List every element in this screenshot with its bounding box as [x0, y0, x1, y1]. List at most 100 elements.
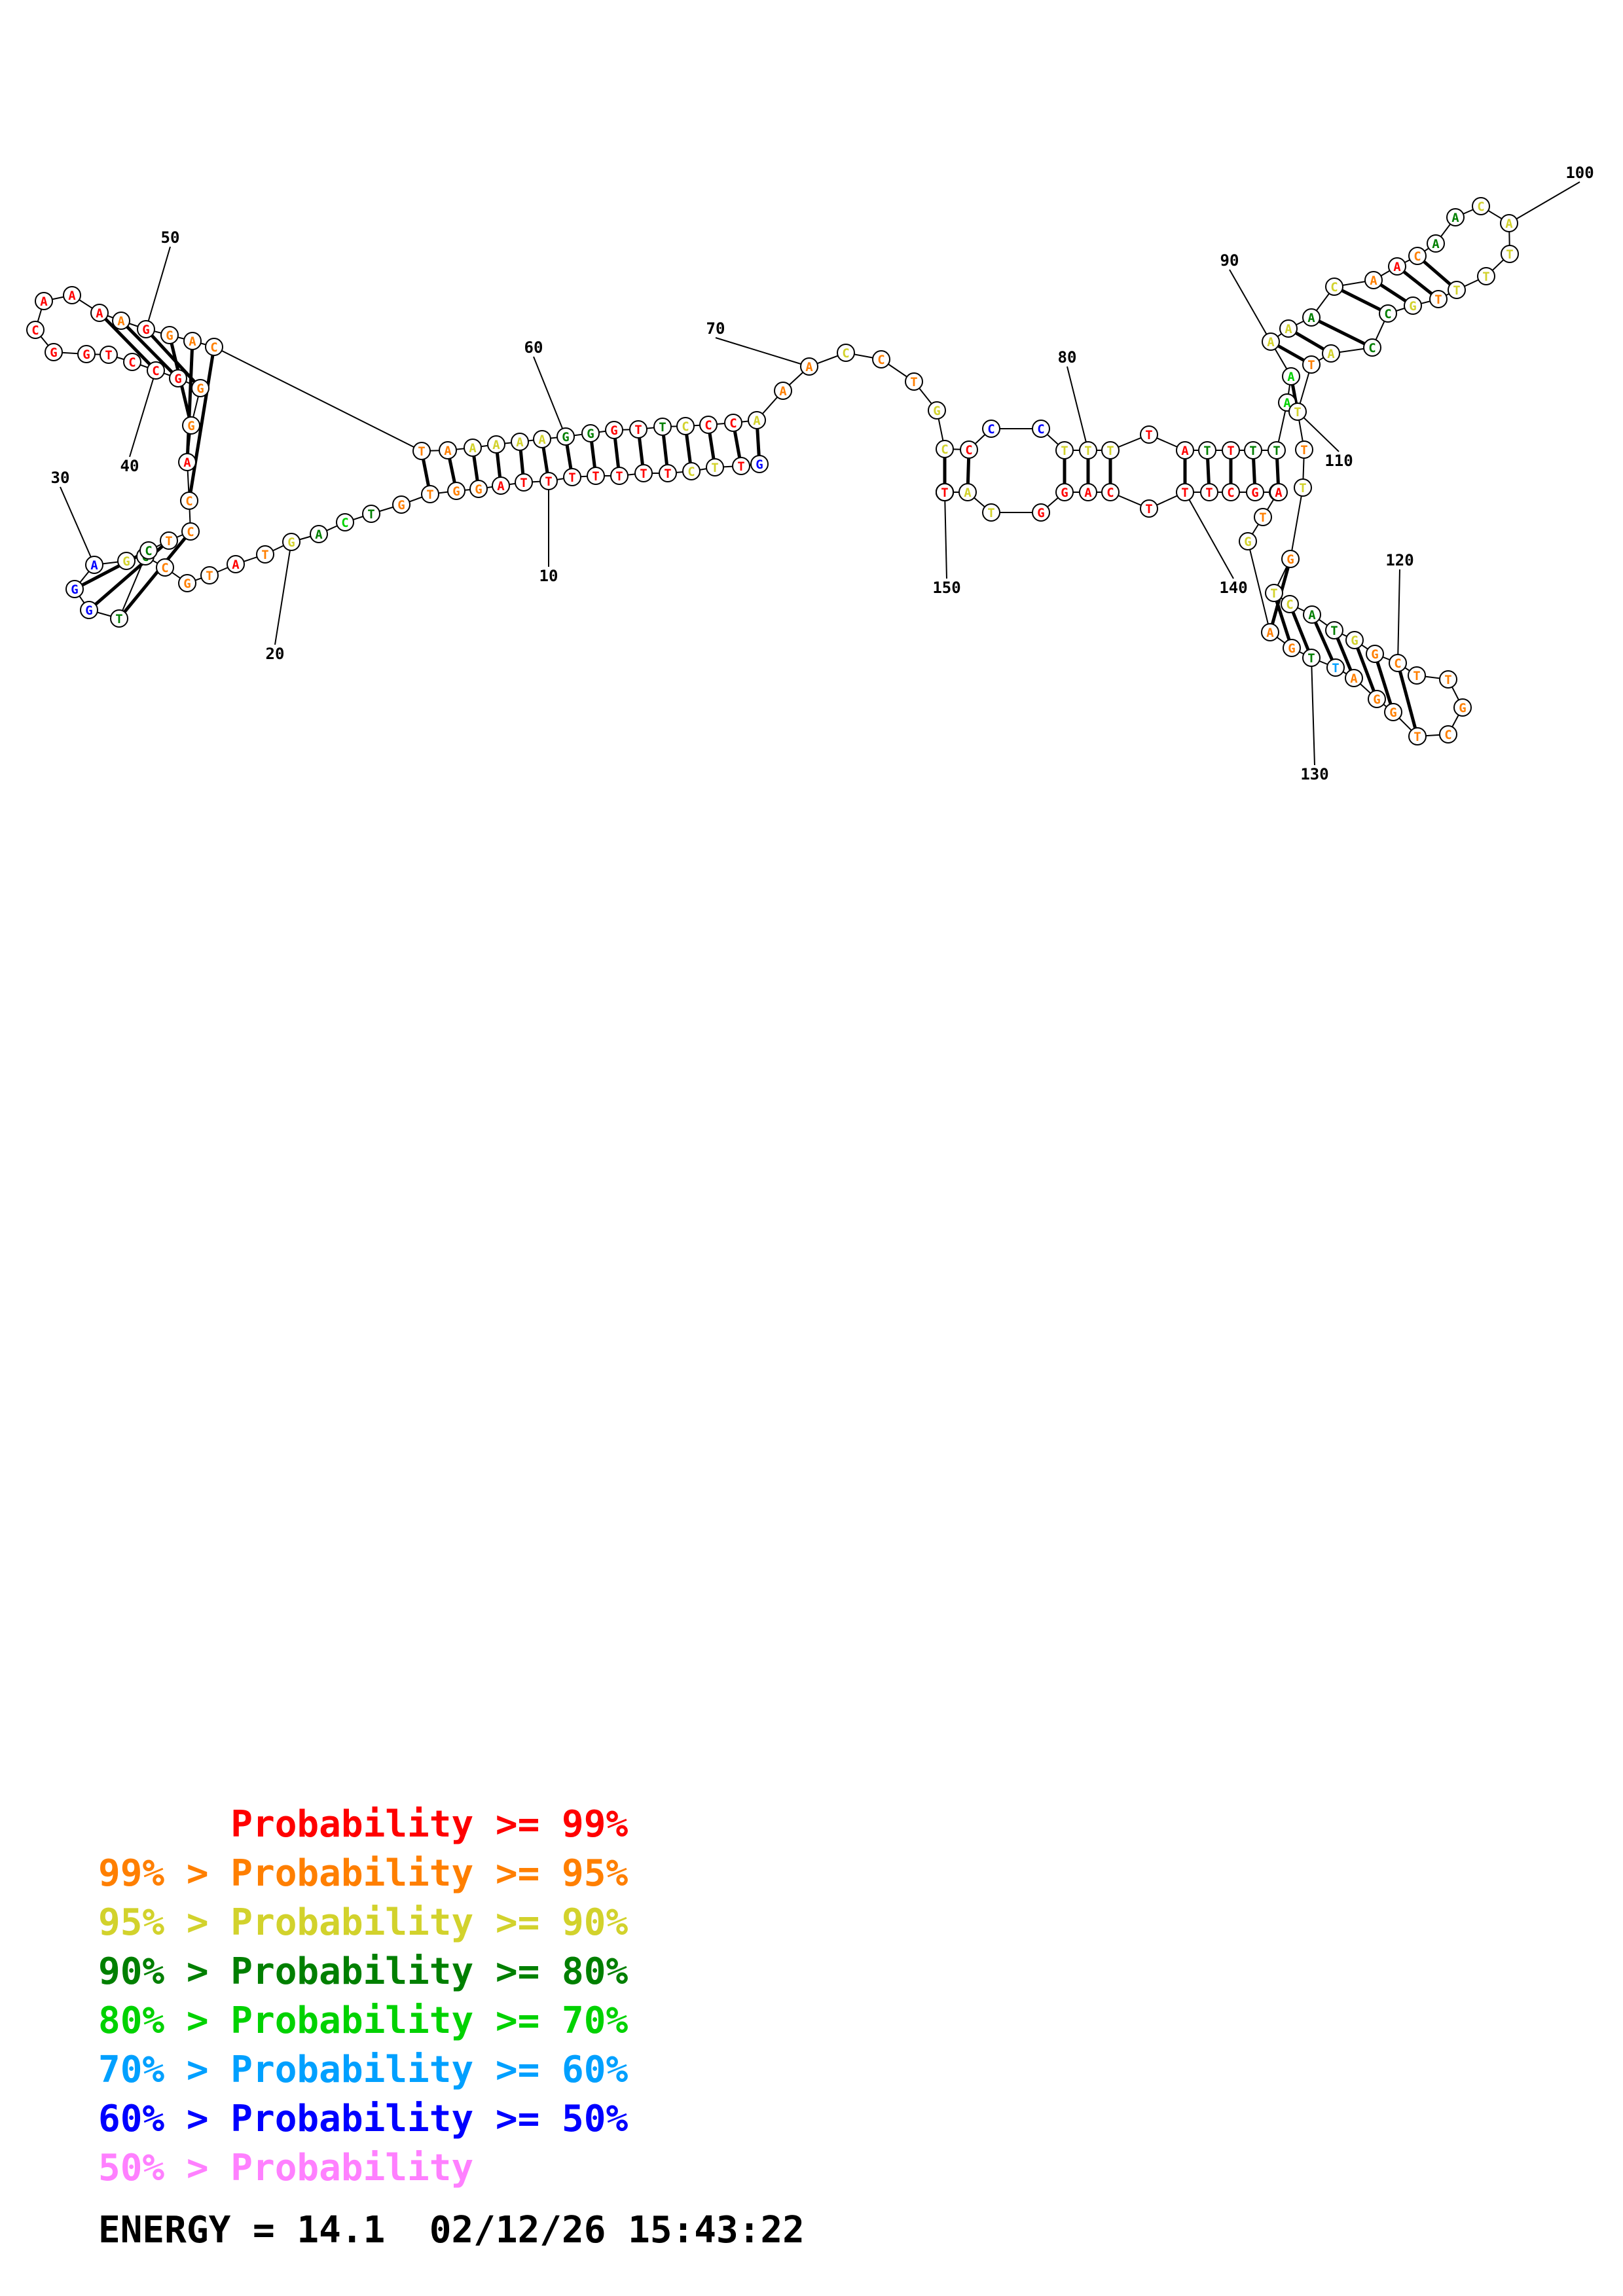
nucleotide-circle [1429, 290, 1448, 308]
nucleotide-letter: A [964, 486, 972, 500]
nucleotide: C [1281, 595, 1299, 613]
nucleotide-letter: C [1368, 341, 1376, 355]
nucleotide: A [1303, 605, 1321, 624]
nucleotide-letter: A [469, 441, 477, 456]
nucleotide: A [1388, 257, 1406, 276]
position-label: 60 [524, 338, 543, 357]
nucleotide: C [180, 492, 198, 510]
nucleotide-circle [905, 372, 923, 391]
nucleotide-letter: T [1307, 651, 1315, 666]
nucleotide-circle [439, 441, 457, 459]
nucleotide: C [1101, 483, 1120, 501]
nucleotide-letter: A [1505, 217, 1513, 231]
nucleotide-letter: G [1244, 535, 1251, 549]
base-pair-bond [145, 328, 202, 389]
position-tick [1397, 569, 1400, 664]
nucleotide: T [1140, 425, 1158, 444]
nucleotide-letter: G [174, 372, 181, 386]
nucleotide-circle [706, 458, 724, 476]
nucleotide-circle [928, 401, 946, 420]
nucleotide: A [1262, 332, 1280, 351]
nucleotide: A [178, 453, 196, 471]
nucleotide-letter: A [492, 438, 500, 452]
nucleotide-letter: C [704, 418, 712, 433]
nucleotide: C [1363, 338, 1381, 357]
position-label: 110 [1324, 452, 1353, 470]
nucleotide-letter: G [1286, 552, 1294, 567]
nucleotide: C [724, 414, 742, 432]
nucleotide-circle [492, 476, 510, 495]
nucleotide: T [1198, 441, 1216, 459]
nucleotide-circle [1246, 483, 1264, 501]
nucleotide-circle [1222, 441, 1240, 459]
nucleotide-letter: T [1453, 283, 1460, 298]
nucleotide-letter: A [183, 456, 191, 470]
nucleotide-letter: T [1270, 586, 1277, 601]
nucleotide-circle [563, 468, 581, 486]
nucleotide: T [539, 472, 558, 490]
nucleotide: A [1269, 483, 1288, 501]
nucleotide-letter: T [737, 459, 744, 474]
nucleotide-circle [205, 338, 223, 356]
nucleotide-letter: C [31, 323, 39, 338]
nucleotide-circle [183, 332, 202, 350]
nucleotide-circle [1477, 267, 1495, 285]
position-tick [1297, 411, 1340, 452]
nucleotide: T [1200, 483, 1218, 501]
nucleotide: C [682, 462, 701, 480]
nucleotide-circle [1239, 532, 1257, 550]
nucleotide-circle [1446, 208, 1465, 226]
legend-line: 60% > Probability >= 50% [98, 2098, 629, 2140]
nucleotide-circle [581, 424, 600, 442]
nucleotide-letter: T [1294, 405, 1301, 420]
nucleotide-letter: T [640, 467, 647, 481]
legend-line: 70% > Probability >= 60% [98, 2049, 629, 2091]
nucleotide-circle [26, 321, 45, 339]
nucleotide: T [1501, 245, 1519, 263]
nucleotide-circle [464, 439, 482, 457]
nucleotide-circle [872, 350, 890, 368]
nucleotide-circle [1302, 649, 1321, 667]
nucleotide-letter: C [185, 494, 192, 509]
nucleotide-circle [982, 420, 1000, 438]
nucleotide-letter: T [1482, 270, 1489, 284]
nucleotide-letter: G [82, 348, 90, 362]
nucleotide-letter: G [287, 535, 295, 550]
nucleotide: T [1140, 499, 1158, 518]
nucleotide-circle [1282, 367, 1300, 386]
nucleotide: T [1439, 670, 1457, 689]
base-pair-bond [1310, 315, 1374, 350]
nucleotide-letter: T [1307, 358, 1315, 372]
nucleotide-circle [1079, 441, 1097, 459]
nucleotide: A [1302, 308, 1321, 327]
nucleotide: C [1379, 304, 1397, 323]
nucleotide-letter: A [1451, 211, 1459, 225]
nucleotide-circle [936, 483, 954, 501]
legend-line: 95% > Probability >= 90% [98, 1901, 629, 1944]
nucleotide-circle [1101, 483, 1120, 501]
nucleotide: C [676, 417, 695, 435]
nucleotide-circle [362, 505, 380, 523]
nucleotide: T [160, 531, 178, 550]
nucleotide: T [1408, 727, 1427, 745]
nucleotide-letter: T [1259, 511, 1266, 525]
nucleotide: C [872, 350, 890, 368]
nucleotide-letter: C [877, 353, 884, 367]
nucleotide-letter: A [1267, 335, 1275, 350]
nucleotide-letter: T [1205, 486, 1213, 500]
nucleotide-letter: C [1444, 728, 1451, 742]
nucleotide: G [191, 379, 210, 397]
nucleotide: T [634, 464, 653, 482]
nucleotide-letter: G [85, 603, 92, 618]
nucleotide: T [1408, 666, 1426, 685]
position-label-layer: 10 20 30 40 50 60 70 80 90 100 110 120 130 140 150 [51, 164, 1594, 783]
nucleotide: C [205, 338, 223, 356]
nucleotide-circle [469, 480, 488, 498]
nucleotide: C [1472, 197, 1490, 215]
nucleotide-circle [77, 345, 96, 363]
nucleotide-circle [605, 421, 623, 439]
nucleotide: T [1295, 440, 1313, 459]
nucleotide-letter: G [587, 427, 594, 441]
nucleotide-letter: T [367, 507, 374, 522]
nucleotide-letter: A [68, 289, 76, 303]
